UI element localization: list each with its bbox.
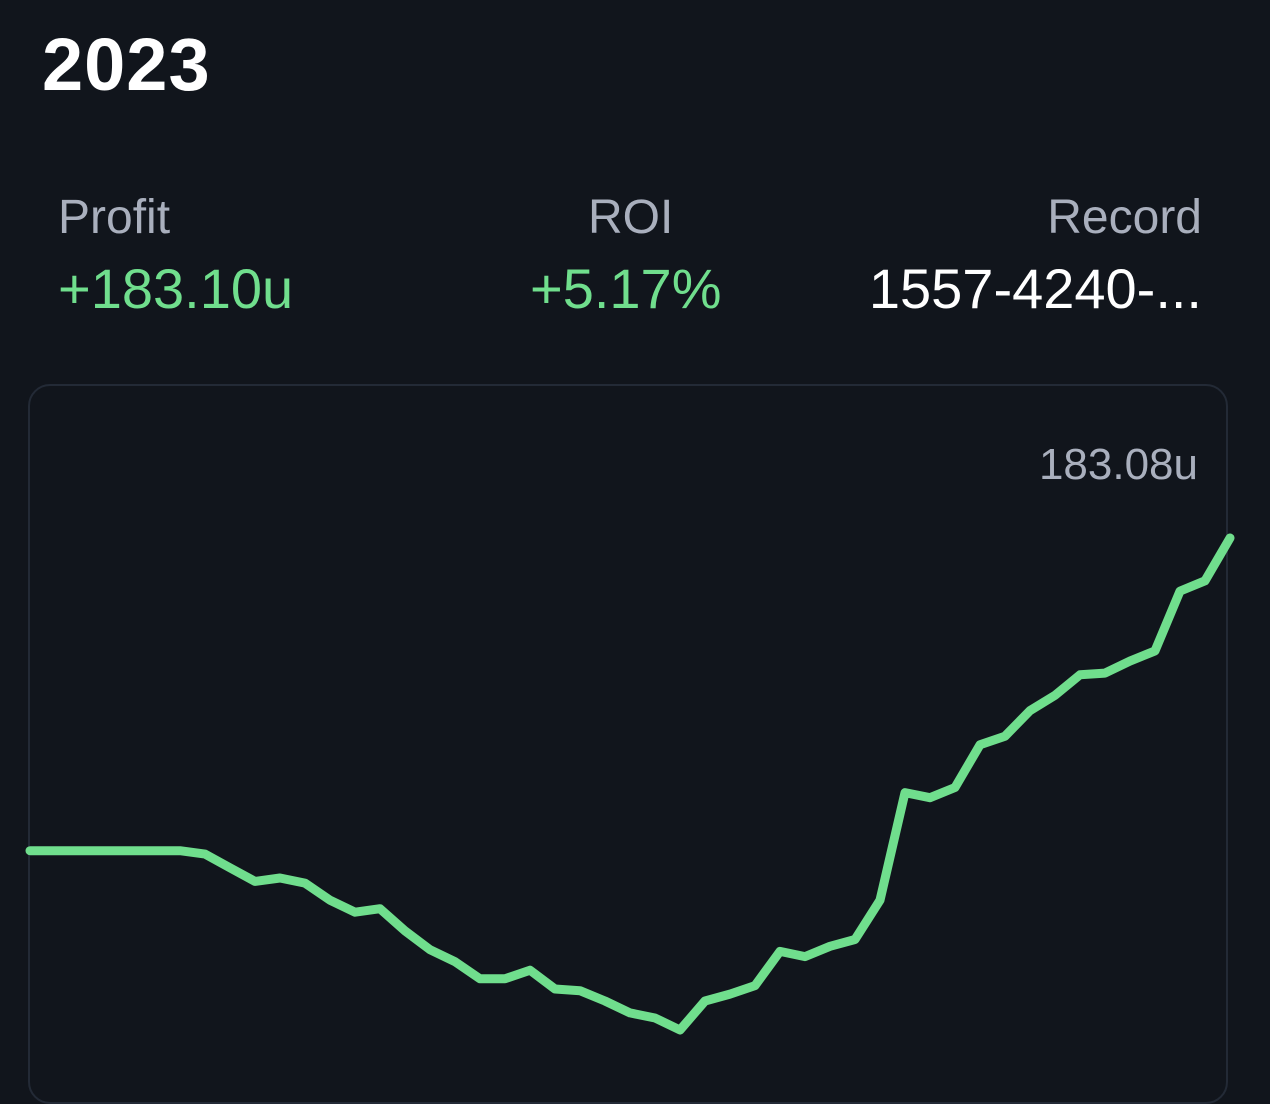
profit-value: +183.10u [58,257,294,320]
profit-line-series [25,533,1235,1035]
profit-chart-card [28,384,1228,1104]
profit-line-chart [25,533,1235,1035]
roi-value: +5.17% [530,257,722,320]
roi-label: ROI [588,191,674,244]
record-value: 1557-4240-... [868,257,1202,320]
profit-label: Profit [58,191,171,244]
chart-max-label: 183.08u [1038,440,1198,489]
record-label: Record [1047,191,1202,244]
year-title: 2023 [42,23,211,106]
